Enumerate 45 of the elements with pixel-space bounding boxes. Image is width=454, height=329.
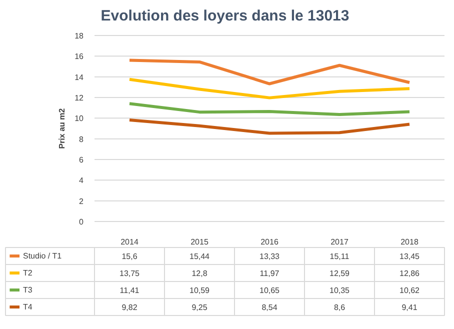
- x-tick-label: 2015: [190, 238, 209, 246]
- data-label: 15,11: [330, 252, 350, 261]
- x-tick-label: 2017: [330, 238, 349, 246]
- legend-label: T2: [23, 268, 33, 278]
- line-series: [128, 102, 411, 116]
- data-label: 9,25: [192, 303, 208, 312]
- x-tick-label: 2014: [120, 238, 139, 246]
- data-label: 11,97: [260, 269, 280, 278]
- data-label: 8,54: [262, 303, 278, 312]
- y-tick-label: 10: [74, 114, 84, 124]
- data-label: 10,59: [189, 286, 210, 295]
- y-tick-label: 8: [79, 134, 84, 144]
- data-label: 15,44: [189, 252, 210, 261]
- legend-label: T3: [23, 286, 33, 294]
- y-tick-label: 4: [79, 176, 84, 186]
- data-label: 12,59: [329, 269, 350, 278]
- line-series: [128, 118, 411, 135]
- line-series: [128, 78, 411, 100]
- y-tick-label: 14: [74, 72, 84, 82]
- y-tick-label: 6: [79, 156, 84, 164]
- y-tick-label: 12: [74, 94, 84, 102]
- data-label: 8,6: [334, 303, 346, 312]
- data-label: 13,45: [399, 252, 420, 261]
- line-series: [128, 58, 411, 86]
- legend-label: Studio / T1: [23, 252, 62, 260]
- x-tick-label: 2018: [400, 238, 419, 246]
- data-label: 12,86: [399, 269, 420, 278]
- data-label: 13,75: [119, 269, 140, 278]
- data-label: 11,41: [120, 286, 140, 295]
- chart-title: Evolution des loyers dans le 13013: [100, 8, 350, 24]
- data-label: 9,41: [402, 303, 418, 312]
- data-label: 10,65: [259, 286, 280, 295]
- y-tick-label: 16: [74, 52, 84, 62]
- data-label: 13,33: [259, 252, 280, 261]
- data-label: 9,82: [122, 303, 138, 312]
- data-label: 10,62: [399, 286, 420, 295]
- y-axis-title: Prix au m2: [58, 108, 67, 149]
- x-tick-label: 2016: [260, 238, 279, 246]
- data-label: 10,35: [329, 286, 350, 295]
- data-label: 15,6: [122, 252, 138, 261]
- y-tick-label: 0: [79, 218, 84, 226]
- y-tick-label: 2: [79, 196, 84, 206]
- data-label: 12,8: [192, 269, 208, 278]
- y-tick-label: 18: [74, 32, 84, 40]
- legend-label: T4: [23, 302, 33, 312]
